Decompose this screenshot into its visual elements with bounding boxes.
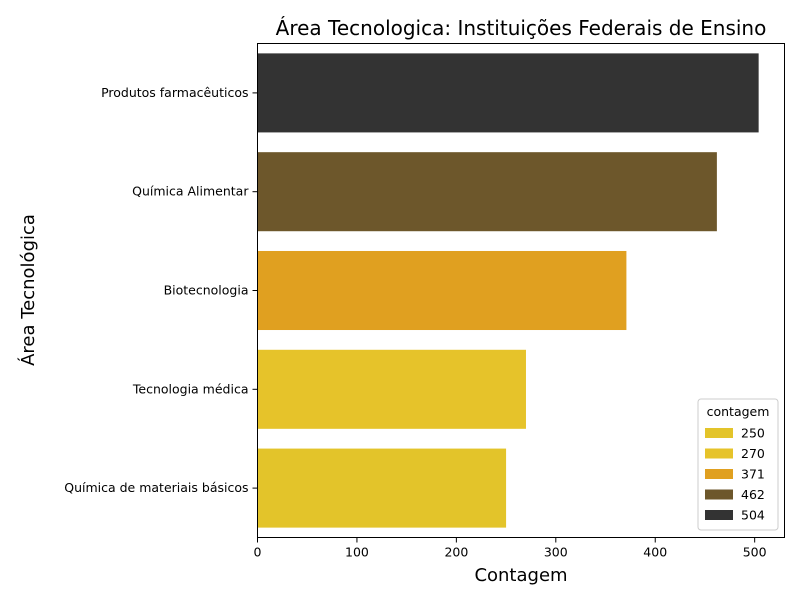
legend-entry-label: 371 [741,467,765,482]
chart-title: Área Tecnologica: Instituições Federais … [276,16,767,40]
y-tick-labels: Produtos farmacêuticos Química Alimentar B… [64,85,257,495]
legend-swatch [705,469,733,479]
legend-entry-label: 250 [741,426,765,441]
y-tick-label: Biotecnologia [164,283,249,298]
bar [258,251,627,330]
x-axis-label: Contagem [474,565,567,586]
legend-title: contagem [707,404,770,419]
y-tick-label: Produtos farmacêuticos [101,85,248,100]
bar [258,152,717,231]
bar [258,449,507,528]
y-tick-label: Tecnologia médica [132,381,249,396]
legend-entry-label: 462 [741,487,765,502]
legend-swatch [705,510,733,520]
x-tick-label: 300 [544,545,568,560]
legend-swatch [705,428,733,438]
legend-swatch [705,449,733,459]
x-ticks: 0 100 200 300 400 500 [254,538,767,560]
x-tick-label: 400 [643,545,667,560]
x-tick-label: 200 [444,545,468,560]
y-tick-label: Química Alimentar [132,184,249,199]
legend-entry-label: 504 [741,508,765,523]
bars-group [258,53,759,527]
legend-swatch [705,490,733,500]
bar [258,53,759,132]
x-tick-label: 0 [254,545,262,560]
y-axis-label: Área Tecnológica [17,214,39,366]
x-tick-label: 500 [743,545,767,560]
y-tick-label: Química de materiais básicos [64,480,248,495]
legend: contagem 250 270 371 462 504 [698,399,778,530]
legend-entry-label: 270 [741,446,765,461]
x-tick-label: 100 [345,545,369,560]
bar [258,350,526,429]
